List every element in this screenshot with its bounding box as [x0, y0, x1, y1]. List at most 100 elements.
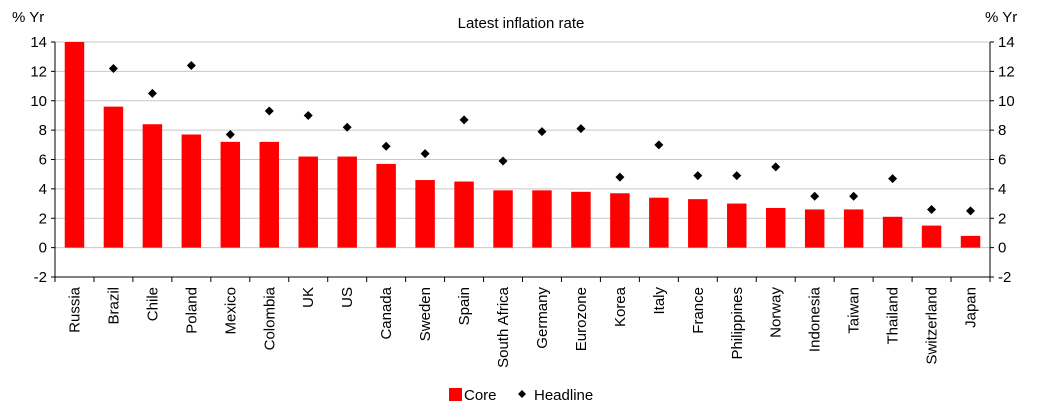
headline-marker	[264, 106, 274, 116]
headline-marker	[810, 191, 820, 201]
y-tick-label-left: 4	[39, 181, 47, 198]
x-tick-label: South Africa	[495, 286, 512, 368]
headline-marker	[693, 171, 703, 181]
headline-marker	[966, 206, 976, 216]
headline-marker	[849, 191, 859, 201]
legend-core-label: Core	[464, 387, 497, 404]
y-tick-label-left: 6	[39, 152, 47, 169]
core-bar	[765, 207, 786, 248]
core-bar	[649, 197, 669, 248]
headline-marker	[888, 174, 898, 184]
core-bar	[688, 199, 708, 248]
legend-core-swatch	[449, 388, 462, 401]
core-bar	[220, 141, 241, 248]
x-tick-label: Norway	[768, 287, 785, 338]
headline-marker	[537, 127, 547, 137]
x-tick-label: Thailand	[885, 287, 902, 345]
legend-headline-label: Headline	[534, 387, 593, 404]
y-tick-label-left: 2	[39, 210, 47, 227]
y-tick-label-left: 10	[30, 93, 47, 110]
core-bar	[921, 225, 942, 248]
x-tick-label: UK	[300, 287, 317, 308]
x-tick-label: Mexico	[222, 287, 239, 335]
core-bar	[727, 203, 747, 248]
core-bar	[571, 191, 591, 248]
core-bar	[532, 190, 552, 248]
headline-marker	[147, 88, 157, 98]
y-tick-label-right: 12	[998, 63, 1015, 80]
x-tick-label: US	[339, 287, 356, 308]
headline-markers	[108, 61, 976, 216]
core-bar	[181, 134, 202, 248]
x-tick-label: Russia	[66, 286, 83, 333]
headline-marker	[420, 149, 430, 159]
x-tick-label: France	[690, 287, 707, 334]
x-tick-label: Indonesia	[807, 286, 824, 352]
core-bar	[960, 235, 981, 248]
x-tick-label: Korea	[612, 286, 629, 327]
y-tick-label-right: 8	[998, 122, 1006, 139]
y-axis-label-right: % Yr	[985, 9, 1017, 26]
x-tick-label: Eurozone	[573, 287, 590, 351]
y-tick-label-right: 14	[998, 34, 1015, 51]
core-bar	[337, 156, 357, 248]
core-bars	[64, 42, 981, 248]
core-bar	[259, 141, 280, 248]
x-tick-label: Spain	[456, 287, 473, 325]
core-bar	[882, 216, 903, 248]
y-tick-label-right: 0	[998, 240, 1006, 257]
y-tick-label-right: -2	[998, 269, 1011, 286]
core-bar	[843, 209, 864, 248]
y-tick-label-right: 2	[998, 210, 1006, 227]
core-bar	[454, 181, 474, 248]
y-tick-label-left: 0	[39, 240, 47, 257]
y-axis-label-left: % Yr	[12, 9, 44, 26]
headline-marker	[927, 204, 937, 214]
headline-marker	[225, 130, 235, 140]
x-tick-label: Germany	[534, 287, 551, 349]
core-bar	[610, 193, 630, 248]
headline-marker	[576, 124, 586, 134]
headline-marker	[771, 162, 781, 172]
y-tick-label-left: -2	[34, 269, 47, 286]
core-bar	[142, 124, 163, 248]
core-bar	[298, 156, 318, 248]
legend: Core Headline	[449, 387, 593, 404]
y-tick-label-right: 10	[998, 93, 1015, 110]
core-bar	[103, 106, 124, 248]
core-bar	[64, 42, 85, 248]
x-tick-label: Brazil	[105, 287, 122, 325]
gridlines	[55, 41, 990, 278]
x-tick-label: Japan	[963, 287, 980, 328]
y-tick-label-left: 14	[30, 34, 47, 51]
headline-marker	[732, 171, 742, 181]
x-tick-label: Poland	[183, 287, 200, 334]
headline-marker	[303, 110, 313, 120]
headline-marker	[498, 156, 508, 166]
core-bar	[376, 163, 396, 248]
chart-title: Latest inflation rate	[458, 15, 585, 32]
headline-marker	[654, 140, 664, 150]
y-tick-label-right: 4	[998, 181, 1006, 198]
x-tick-label: Colombia	[261, 286, 278, 350]
y-tick-label-left: 8	[39, 122, 47, 139]
headline-marker	[342, 122, 352, 132]
y-tick-label-right: 6	[998, 152, 1006, 169]
headline-marker	[108, 63, 118, 73]
x-tick-label: Chile	[144, 287, 161, 321]
headline-marker	[459, 115, 469, 125]
core-bar	[804, 209, 825, 248]
headline-marker	[381, 141, 391, 151]
tick-labels: -2 -2 0 0 2 2 4 4 6 6 8 8 10 10 12 12 14 14 Russia Brazil Ch…	[30, 34, 1014, 368]
x-tick-label: Canada	[378, 286, 395, 339]
core-bar	[415, 180, 435, 248]
x-tick-label: Switzerland	[924, 287, 941, 365]
legend-headline-marker	[518, 390, 526, 398]
x-tick-label: Philippines	[729, 287, 746, 360]
axes	[51, 41, 994, 282]
headline-marker	[615, 172, 625, 182]
core-bar	[493, 190, 513, 248]
x-tick-label: Sweden	[417, 287, 434, 341]
